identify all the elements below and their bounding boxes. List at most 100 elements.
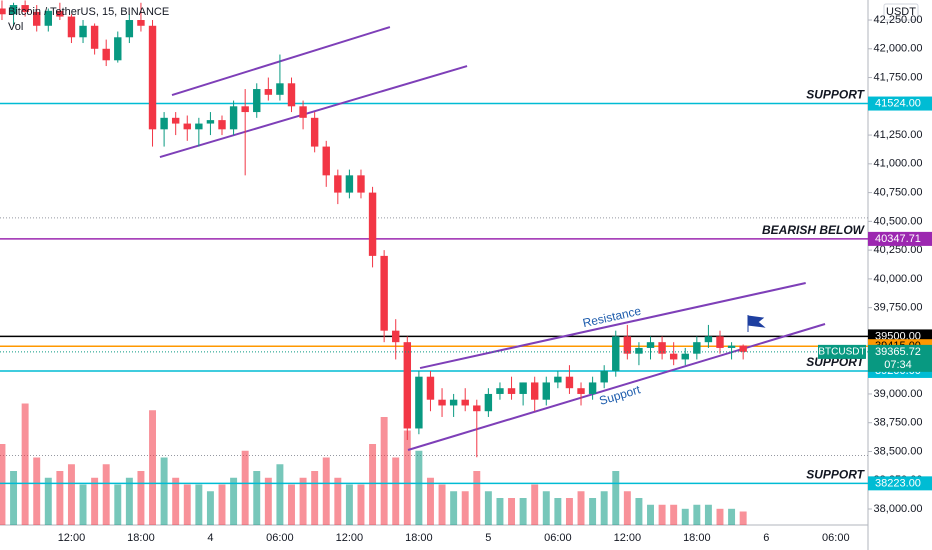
candle-body	[646, 342, 655, 348]
x-tick-label: 4	[207, 532, 213, 544]
volume-bar	[623, 491, 631, 525]
candle-body	[392, 330, 400, 343]
candle-body	[530, 382, 539, 400]
volume-bar	[658, 504, 666, 525]
candle-body	[727, 345, 736, 348]
candle-body	[507, 388, 516, 394]
level-price-label: 38223.00	[875, 477, 921, 489]
candle-body	[79, 25, 87, 38]
symbol-label: BTCUSDT	[818, 347, 865, 358]
candle-body	[461, 399, 469, 406]
candle-body	[669, 353, 678, 360]
y-tick-label: 38,750.00	[874, 417, 923, 429]
volume-bar	[496, 498, 504, 525]
candle-body	[438, 399, 446, 406]
currency[interactable]: USDT	[886, 6, 916, 18]
candle-body	[160, 117, 168, 130]
volume-bar	[322, 457, 330, 525]
y-tick-label: 40,000.00	[874, 273, 923, 285]
volume-bar	[276, 464, 284, 525]
volume-bar	[288, 484, 295, 525]
volume-label: Vol	[8, 21, 23, 33]
level-text: SUPPORT	[806, 88, 865, 102]
candle-body	[299, 106, 307, 118]
volume-bar	[450, 491, 458, 525]
volume-bar	[114, 484, 122, 525]
x-tick-label: 5	[485, 532, 491, 544]
x-tick-label: 18:00	[127, 532, 155, 544]
candle-body	[67, 16, 76, 38]
volume-bar	[334, 477, 342, 525]
volume-bar	[380, 417, 388, 525]
volume-bar	[415, 450, 423, 525]
candle-body	[368, 192, 377, 256]
volume-bar	[600, 491, 608, 525]
x-tick-label: 12:00	[58, 532, 86, 544]
currency-box[interactable]	[883, 3, 919, 21]
volume-bar	[635, 498, 643, 525]
candle-body	[114, 37, 122, 61]
volume-bar	[519, 498, 527, 525]
y-tick-label: 38,000.00	[874, 503, 923, 515]
candle-body	[44, 10, 52, 26]
x-tick-label: 12:00	[614, 532, 642, 544]
candle-body	[310, 117, 319, 147]
candle-body	[635, 347, 643, 354]
candle-body	[322, 146, 330, 176]
last-price-label: 39365.72	[875, 346, 921, 358]
volume-bar	[647, 504, 654, 525]
level-price-box	[868, 476, 932, 491]
volume-bar	[426, 477, 434, 525]
candle-body	[148, 25, 157, 130]
candle-body	[496, 388, 504, 394]
y-tick-label: 38,500.00	[874, 445, 923, 457]
candle-body	[334, 175, 342, 193]
countdown: 07:34	[884, 359, 912, 371]
candle-body	[403, 342, 412, 429]
y-tick-label: 40,250.00	[874, 244, 923, 256]
x-tick-label: 6	[763, 532, 769, 544]
volume-bar	[554, 498, 562, 525]
candle-body	[380, 255, 388, 331]
candle-body	[345, 175, 354, 193]
candle-body	[264, 89, 273, 95]
volume-bar	[253, 471, 261, 525]
candle-body	[600, 370, 608, 383]
volume-bar	[693, 504, 701, 525]
volume-bar	[311, 471, 319, 525]
volume-bar	[345, 484, 353, 525]
volume-bar	[67, 464, 75, 525]
trendline	[407, 323, 826, 451]
y-tick-label: 39,750.00	[874, 302, 923, 314]
flag-icon	[747, 315, 766, 332]
candle-body	[183, 123, 191, 130]
candle-body	[658, 342, 666, 354]
candle-body	[623, 336, 632, 354]
level-text: SUPPORT	[806, 468, 865, 482]
volume-bar	[542, 491, 550, 525]
candle-body	[33, 11, 41, 26]
volume-bar	[206, 491, 214, 525]
candle-body	[542, 382, 550, 400]
candle-body	[577, 388, 585, 394]
candle-body	[357, 175, 365, 193]
candle-body	[716, 336, 724, 348]
volume-bar	[264, 477, 272, 525]
trendline	[159, 65, 468, 159]
volume-bar	[577, 491, 585, 525]
candle-body	[554, 376, 562, 383]
volume-bar	[125, 477, 133, 525]
candle-body	[519, 382, 527, 394]
volume-bar	[565, 498, 573, 525]
volume-bar	[10, 471, 18, 525]
candle-body	[276, 83, 284, 95]
candle-body	[56, 10, 64, 17]
x-tick-label: 06:00	[822, 532, 850, 544]
candle-body	[102, 48, 110, 61]
candle-body	[9, 5, 18, 15]
candle-body	[473, 405, 481, 412]
y-tick-label: 42,000.00	[874, 43, 923, 55]
volume-bar	[484, 491, 492, 525]
candle-body	[565, 376, 574, 389]
